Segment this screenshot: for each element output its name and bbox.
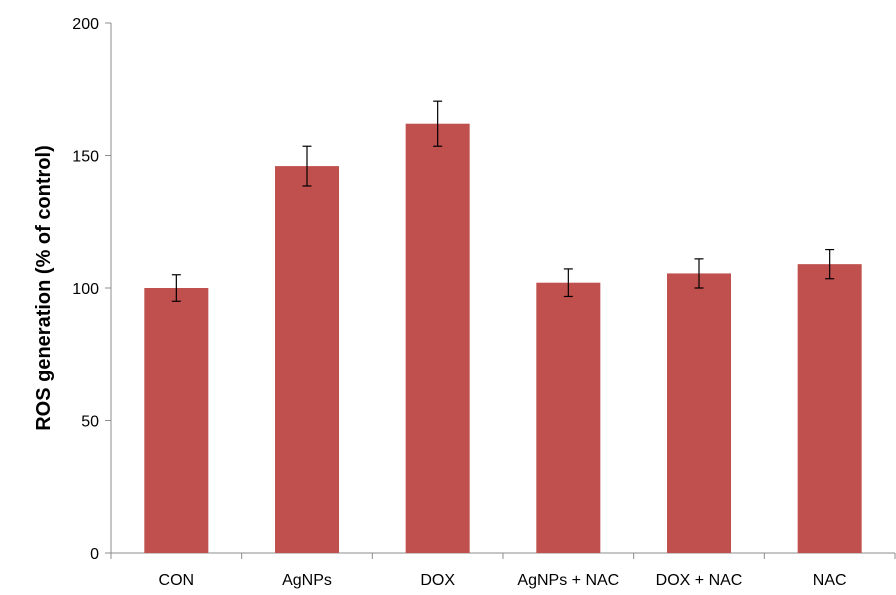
y-tick-label: 100 [72,281,99,298]
bar [797,264,862,553]
y-axis-title: ROS generation (% of control) [33,145,55,431]
x-tick-label: DOX + NAC [656,572,743,589]
x-tick-label: CON [159,572,195,589]
y-tick-label: 200 [72,16,99,33]
bar [275,166,339,553]
bars [144,123,862,553]
bar [536,282,601,553]
x-tick-label: NAC [813,572,847,589]
x-tick-label: AgNPs + NAC [517,572,619,589]
bar [144,288,209,553]
x-axis [110,552,896,559]
x-tick-label: DOX [420,572,455,589]
bar [667,273,731,553]
x-tick-label: AgNPs [282,572,332,589]
x-tick-labels: CON AgNPs DOX AgNPs + NAC DOX + NAC NAC [159,572,847,589]
y-tick-labels: 0 50 100 150 200 [72,16,99,563]
bar [405,123,470,553]
error-bars [171,100,835,302]
y-tick-label: 50 [81,414,99,431]
y-axis [105,22,112,554]
y-tick-label: 150 [72,149,99,166]
y-tick-label: 0 [90,546,99,563]
